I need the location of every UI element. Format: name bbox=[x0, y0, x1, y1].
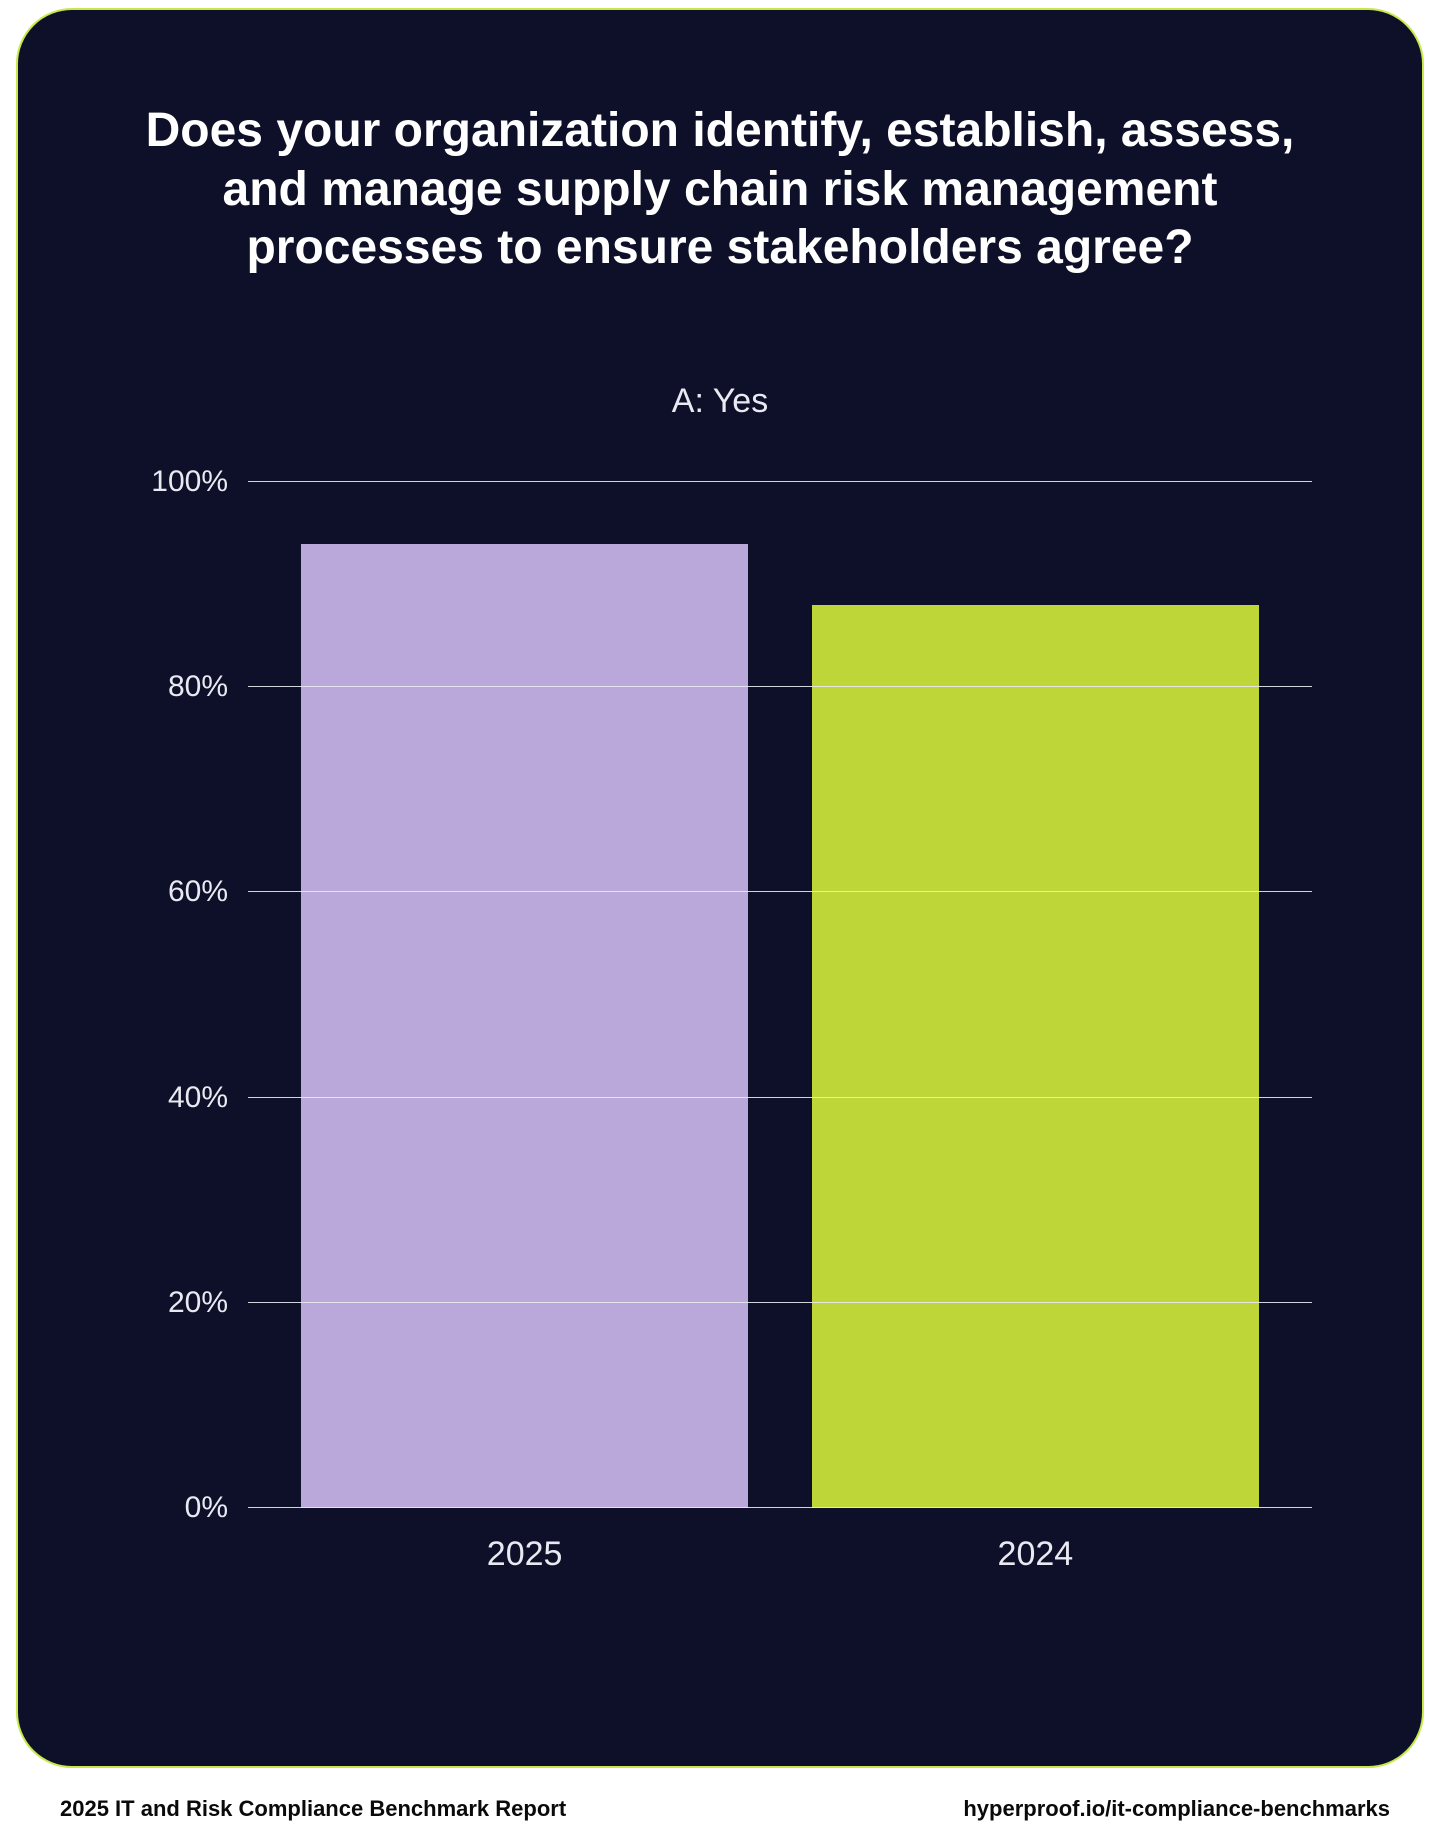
gridline bbox=[248, 481, 1312, 482]
bar bbox=[812, 605, 1259, 1508]
y-axis-label: 0% bbox=[128, 1491, 228, 1525]
plot-area: 0%20%40%60%80%100%20252024 bbox=[248, 482, 1312, 1508]
y-axis-label: 40% bbox=[128, 1081, 228, 1115]
y-axis-label: 100% bbox=[128, 465, 228, 499]
footer: 2025 IT and Risk Compliance Benchmark Re… bbox=[60, 1796, 1390, 1822]
x-axis-label: 2025 bbox=[487, 1535, 563, 1574]
footer-right: hyperproof.io/it-compliance-benchmarks bbox=[963, 1796, 1390, 1822]
footer-left: 2025 IT and Risk Compliance Benchmark Re… bbox=[60, 1796, 566, 1822]
bar bbox=[301, 544, 748, 1508]
y-axis-label: 20% bbox=[128, 1286, 228, 1320]
chart-title: Does your organization identify, establi… bbox=[98, 102, 1342, 278]
gridline bbox=[248, 1507, 1312, 1508]
gridline bbox=[248, 686, 1312, 687]
gridline bbox=[248, 1302, 1312, 1303]
bar-chart: 0% 20% 40% 60% 80% 100% 2025 2024 bbox=[128, 468, 1312, 1588]
chart-subtitle: A: Yes bbox=[98, 382, 1342, 421]
bars-layer bbox=[248, 482, 1312, 1508]
x-axis-label: 2024 bbox=[998, 1535, 1074, 1574]
y-axis-label: 60% bbox=[128, 875, 228, 909]
gridline bbox=[248, 1097, 1312, 1098]
gridline bbox=[248, 891, 1312, 892]
report-card: Does your organization identify, establi… bbox=[16, 8, 1424, 1768]
y-axis-label: 80% bbox=[128, 670, 228, 704]
